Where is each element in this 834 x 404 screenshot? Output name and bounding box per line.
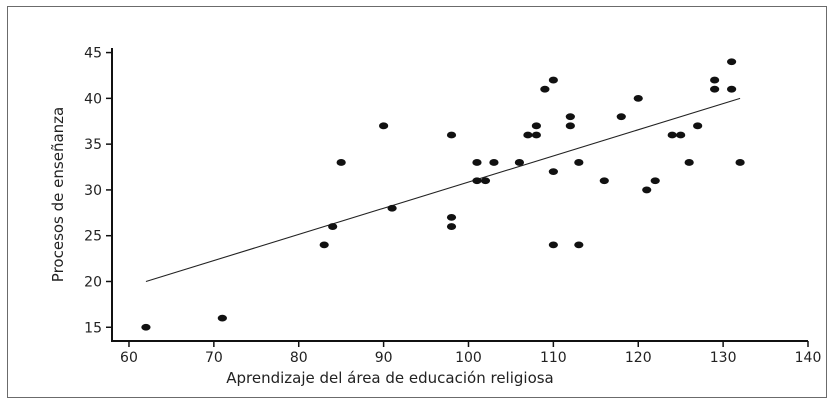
- data-point: [514, 159, 525, 166]
- data-point: [328, 223, 338, 230]
- data-point: [642, 186, 652, 194]
- data-point: [531, 131, 541, 139]
- data-point: [489, 159, 499, 166]
- y-tick-label: 45: [84, 46, 102, 62]
- data-point: [472, 177, 482, 185]
- data-point: [735, 159, 745, 166]
- regression-line-group: [145, 97, 741, 283]
- regression-line: [145, 97, 741, 283]
- data-point: [574, 159, 584, 166]
- data-point: [650, 177, 660, 185]
- data-point: [633, 94, 643, 102]
- axes: 15 20 25 30 35 40 45 60 70 80 90 100 110 120 130 140: [84, 46, 821, 366]
- data-point: [141, 323, 151, 331]
- data-point: [387, 204, 397, 212]
- x-axis-title: Aprendizaje del área de educación religi…: [226, 369, 554, 387]
- x-tick-label: 140: [795, 350, 822, 366]
- data-point: [710, 85, 720, 93]
- x-tick-label: 120: [625, 350, 652, 366]
- data-point: [319, 241, 329, 249]
- data-points: [141, 58, 745, 331]
- x-tick-label: 110: [540, 350, 567, 366]
- data-point: [616, 113, 626, 121]
- y-axis-title: Procesos de enseñanza: [49, 107, 67, 282]
- y-tick-label: 20: [84, 274, 102, 290]
- data-point: [531, 122, 541, 130]
- data-point: [710, 76, 720, 84]
- y-tick-label: 15: [84, 320, 102, 336]
- data-point: [446, 131, 457, 139]
- x-tick-label: 130: [710, 350, 737, 366]
- data-point: [446, 213, 457, 221]
- data-point: [599, 177, 609, 185]
- data-point: [565, 122, 575, 130]
- data-point: [693, 122, 703, 130]
- x-tick-label: 80: [290, 350, 308, 366]
- data-point: [727, 58, 737, 66]
- data-point: [379, 122, 389, 130]
- data-point: [684, 159, 694, 166]
- y-tick-label: 30: [84, 183, 102, 199]
- data-point: [548, 76, 558, 84]
- chart-frame: [7, 6, 827, 398]
- data-point: [548, 168, 558, 176]
- data-point: [727, 85, 737, 93]
- data-point: [574, 241, 584, 249]
- data-point: [217, 314, 227, 322]
- y-tick-label: 40: [84, 91, 102, 107]
- data-point: [480, 177, 491, 185]
- data-point: [523, 131, 533, 139]
- y-tick-label: 35: [84, 137, 102, 153]
- y-tick-label: 25: [84, 229, 102, 245]
- data-point: [540, 85, 550, 93]
- x-tick-label: 90: [375, 350, 393, 366]
- x-tick-label: 70: [205, 350, 223, 366]
- data-point: [472, 159, 482, 166]
- x-tick-label: 100: [455, 350, 482, 366]
- data-point: [565, 113, 575, 121]
- data-point: [676, 131, 686, 139]
- x-tick-label: 60: [120, 350, 138, 366]
- data-point: [336, 159, 346, 166]
- data-point: [548, 241, 558, 249]
- data-point: [667, 131, 677, 139]
- data-point: [446, 223, 457, 230]
